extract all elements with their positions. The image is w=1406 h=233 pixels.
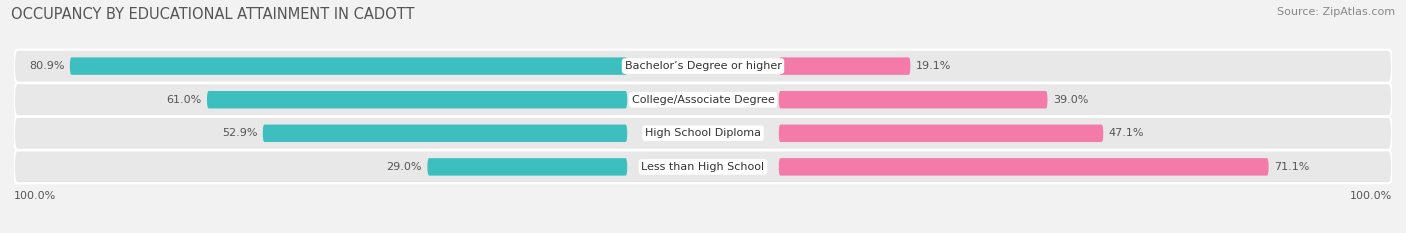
FancyBboxPatch shape	[14, 50, 1392, 82]
Text: 61.0%: 61.0%	[166, 95, 201, 105]
Text: 19.1%: 19.1%	[915, 61, 952, 71]
FancyBboxPatch shape	[779, 91, 1047, 108]
Text: High School Diploma: High School Diploma	[645, 128, 761, 138]
Text: Bachelor’s Degree or higher: Bachelor’s Degree or higher	[624, 61, 782, 71]
FancyBboxPatch shape	[779, 125, 1104, 142]
Text: OCCUPANCY BY EDUCATIONAL ATTAINMENT IN CADOTT: OCCUPANCY BY EDUCATIONAL ATTAINMENT IN C…	[11, 7, 415, 22]
FancyBboxPatch shape	[70, 57, 627, 75]
Text: 80.9%: 80.9%	[30, 61, 65, 71]
FancyBboxPatch shape	[779, 158, 1268, 176]
Text: 47.1%: 47.1%	[1109, 128, 1144, 138]
Text: Source: ZipAtlas.com: Source: ZipAtlas.com	[1277, 7, 1395, 17]
Text: College/Associate Degree: College/Associate Degree	[631, 95, 775, 105]
FancyBboxPatch shape	[14, 83, 1392, 116]
Text: Less than High School: Less than High School	[641, 162, 765, 172]
Text: 29.0%: 29.0%	[387, 162, 422, 172]
FancyBboxPatch shape	[14, 151, 1392, 183]
FancyBboxPatch shape	[14, 117, 1392, 150]
FancyBboxPatch shape	[207, 91, 627, 108]
Text: 100.0%: 100.0%	[14, 191, 56, 201]
FancyBboxPatch shape	[263, 125, 627, 142]
FancyBboxPatch shape	[779, 57, 910, 75]
Text: 52.9%: 52.9%	[222, 128, 257, 138]
FancyBboxPatch shape	[427, 158, 627, 176]
Text: 100.0%: 100.0%	[1350, 191, 1392, 201]
Text: 39.0%: 39.0%	[1053, 95, 1088, 105]
Text: 71.1%: 71.1%	[1274, 162, 1309, 172]
